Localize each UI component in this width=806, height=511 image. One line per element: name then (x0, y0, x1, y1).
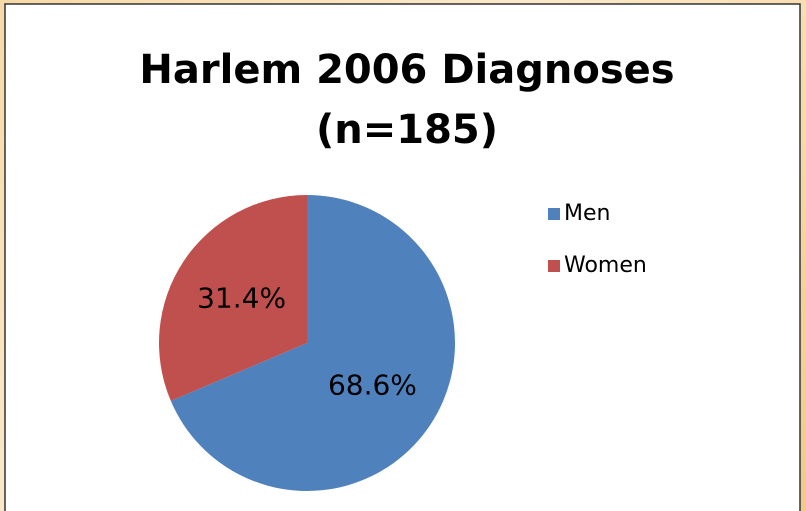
legend-label: Men (564, 201, 610, 226)
data-label: 68.6% (328, 368, 417, 401)
chart-title: Harlem 2006 Diagnoses (139, 47, 674, 93)
pie-slice (170, 195, 456, 491)
legend-label: Women (564, 253, 647, 278)
data-label: 31.4% (197, 282, 286, 315)
pie-slice (158, 195, 307, 401)
legend-swatch (548, 260, 560, 272)
legend-swatch (548, 208, 560, 220)
chart-subtitle: (n=185) (316, 107, 498, 153)
